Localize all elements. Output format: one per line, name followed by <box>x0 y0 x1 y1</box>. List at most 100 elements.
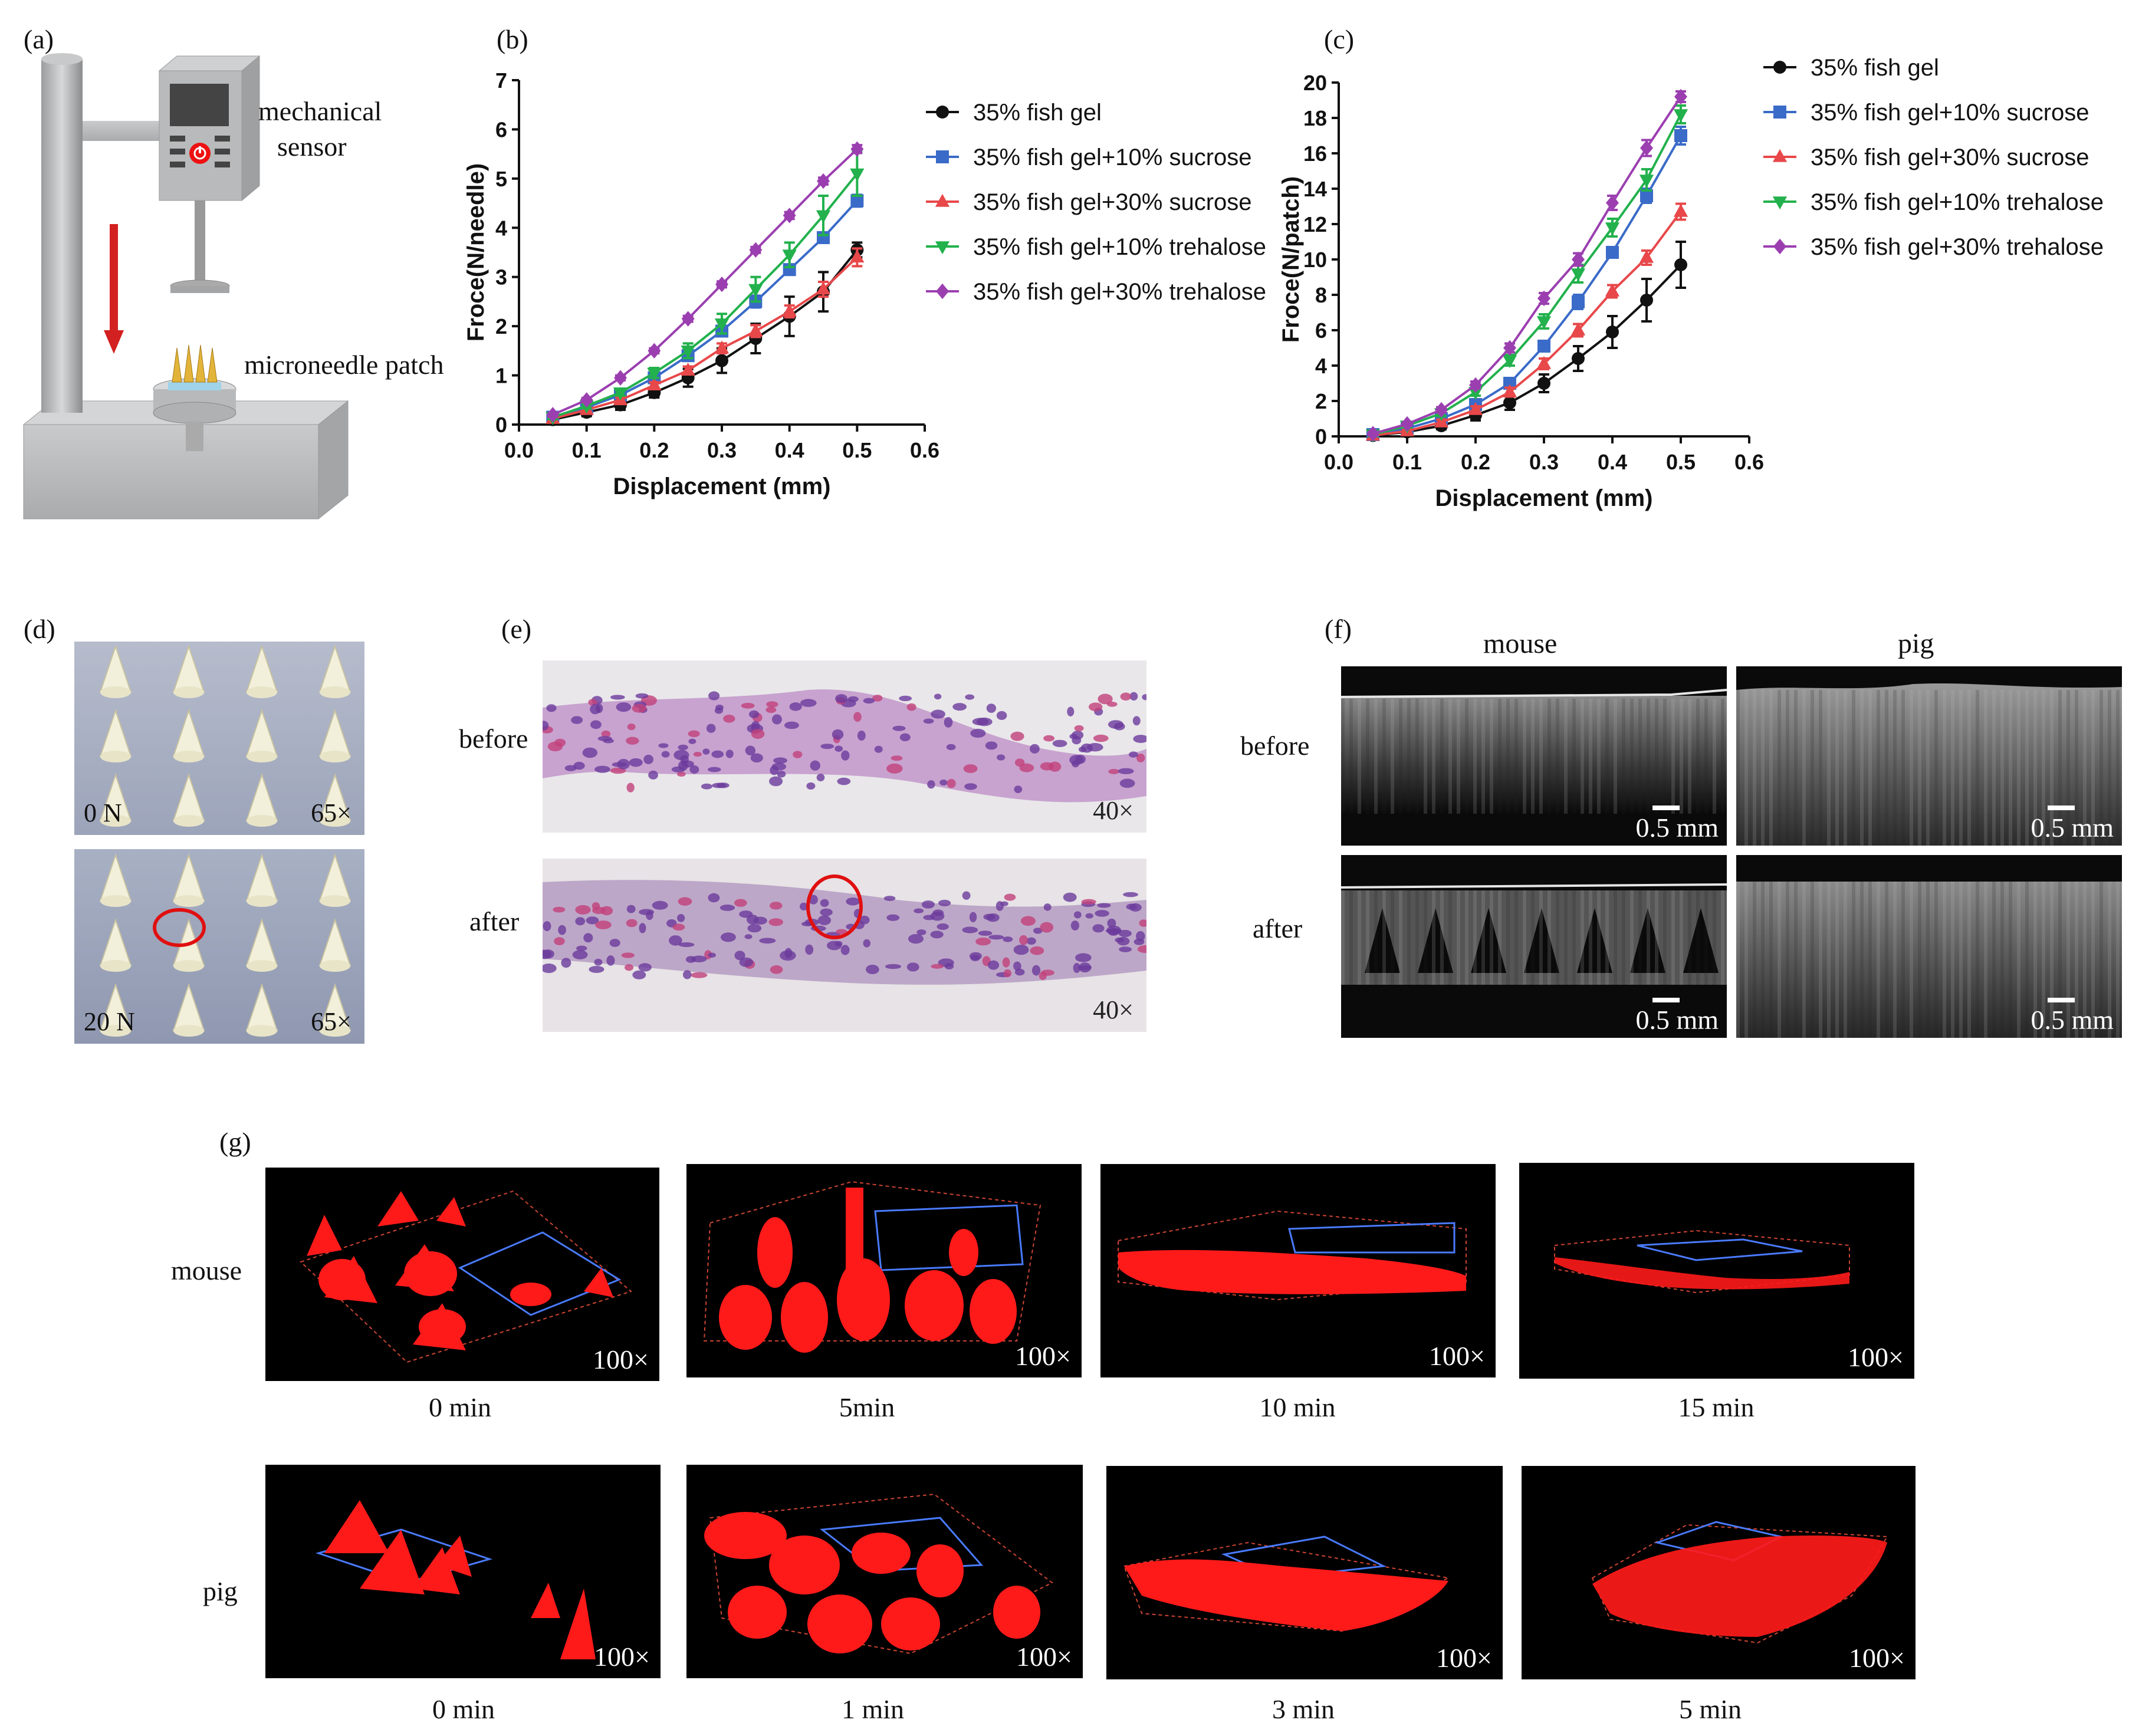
cell-nucleus <box>759 938 776 944</box>
cell-nucleus <box>725 749 734 758</box>
legend-marker <box>1772 149 1788 162</box>
cell-nucleus <box>543 949 552 959</box>
cell-nucleus <box>1088 702 1103 712</box>
cell-nucleus <box>946 744 956 751</box>
cell-nucleus <box>734 951 745 961</box>
x-tick-label: 0.4 <box>775 438 804 462</box>
time-label: 15 min <box>1678 1392 1755 1422</box>
cell-nucleus <box>962 926 978 933</box>
magnification-label: 100× <box>1848 1342 1904 1372</box>
cell-nucleus <box>816 774 825 781</box>
series-4 <box>1366 88 1687 442</box>
data-point <box>1572 295 1585 308</box>
cell-nucleus <box>691 955 707 962</box>
data-point <box>1502 384 1517 397</box>
legend-item: 35% fish gel <box>926 100 1102 126</box>
series-line <box>552 256 858 420</box>
cell-nucleus <box>1073 962 1081 974</box>
legend-label: 35% fish gel <box>973 100 1102 126</box>
cell-nucleus <box>883 896 896 901</box>
cell-nucleus <box>865 965 879 975</box>
legend-label: 35% fish gel+10% trehalose <box>1811 189 2104 215</box>
series-line <box>552 148 858 416</box>
cell-nucleus <box>944 717 953 728</box>
confocal-mouse-15min: 100× <box>1519 1163 1914 1379</box>
microneedle-photo-0n: 0 N 65× <box>74 642 364 835</box>
cell-nucleus <box>554 738 566 747</box>
cell-nucleus <box>595 920 612 929</box>
cell-nucleus <box>1040 762 1054 771</box>
cell-nucleus <box>770 765 779 775</box>
cell-nucleus <box>800 902 808 910</box>
cell-nucleus <box>582 747 598 758</box>
cell-nucleus <box>702 748 710 755</box>
data-point <box>816 281 831 295</box>
cell-nucleus <box>688 730 700 737</box>
cell-nucleus <box>1067 706 1075 716</box>
cell-nucleus <box>1137 945 1146 954</box>
cell-nucleus <box>543 721 549 731</box>
data-point <box>850 249 865 263</box>
cell-nucleus <box>938 899 951 906</box>
scale-bar-label: 0.5 mm <box>1635 1005 1719 1035</box>
cell-nucleus <box>693 751 702 757</box>
cell-nucleus <box>1118 768 1134 774</box>
data-point <box>850 194 864 208</box>
cell-nucleus <box>572 950 588 959</box>
cell-nucleus <box>583 933 593 943</box>
cell-nucleus <box>616 702 632 712</box>
legend-item: 35% fish gel <box>1763 55 1939 81</box>
cell-nucleus <box>939 779 948 786</box>
oct-mouse-before: 0.5 mm <box>1341 666 1727 846</box>
sensor-label-line1: mechanical <box>258 96 382 126</box>
cell-nucleus <box>586 916 599 925</box>
cell-nucleus <box>885 964 902 969</box>
cell-nucleus <box>689 765 699 774</box>
cell-nucleus <box>748 710 760 718</box>
panel-label-c: (c) <box>1324 24 1355 54</box>
data-point <box>1605 222 1620 236</box>
y-tick-label: 4 <box>495 216 507 240</box>
cell-nucleus <box>708 952 716 958</box>
cell-nucleus <box>840 945 850 955</box>
data-point <box>1640 189 1653 202</box>
series-4 <box>546 141 864 423</box>
magnification-label: 100× <box>1429 1341 1485 1371</box>
data-point <box>1468 387 1483 400</box>
microneedle <box>245 708 278 757</box>
microneedle <box>245 772 278 821</box>
cell-nucleus <box>1063 892 1077 902</box>
cell-nucleus <box>671 766 685 772</box>
cell-nucleus <box>927 780 935 789</box>
cell-nucleus <box>719 904 735 911</box>
cell-nucleus <box>1118 929 1132 938</box>
magnification-label: 100× <box>1016 1642 1072 1672</box>
x-tick-label: 0.4 <box>1598 450 1627 474</box>
data-point <box>1469 377 1482 393</box>
cell-nucleus <box>769 776 783 787</box>
row-label-before: before <box>1240 731 1310 761</box>
cell-nucleus <box>997 754 1006 761</box>
oct-pig-after: 0.5 mm <box>1736 855 2122 1038</box>
cell-nucleus <box>1014 968 1025 976</box>
row-label-mouse: mouse <box>171 1255 242 1285</box>
cell-nucleus <box>739 910 753 918</box>
cell-nucleus <box>753 916 767 925</box>
legend-marker <box>936 106 949 119</box>
legend-marker <box>935 193 950 207</box>
data-point <box>681 363 695 376</box>
cell-nucleus <box>673 749 689 761</box>
cell-nucleus <box>745 745 756 756</box>
microneedle <box>99 708 132 757</box>
cell-nucleus <box>676 913 685 922</box>
cell-nucleus <box>800 699 817 707</box>
column-label-pig: pig <box>1898 628 1934 659</box>
microneedle <box>318 644 351 693</box>
red-circle-highlight <box>806 874 863 939</box>
cell-nucleus <box>554 937 565 946</box>
panel-label-f: (f) <box>1325 614 1352 644</box>
panel-label-a: (a) <box>24 24 54 54</box>
cell-nucleus <box>639 909 654 915</box>
data-point <box>1571 322 1586 336</box>
time-label: 5min <box>839 1392 895 1422</box>
